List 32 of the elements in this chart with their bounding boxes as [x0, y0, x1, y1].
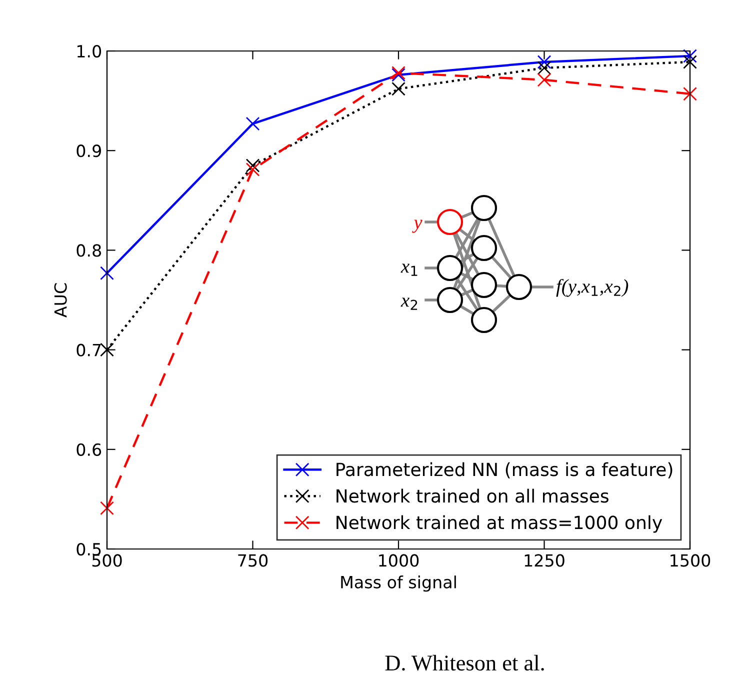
point — [537, 55, 552, 69]
point — [246, 116, 260, 131]
x-tick-label: 1000 — [379, 554, 419, 567]
legend-label: Network trained at mass=1000 only — [336, 515, 662, 533]
annotation: x$_{1}$ — [400, 264, 418, 276]
y-tick-label: 0.8 — [76, 244, 101, 257]
x-tick-label: 500 — [92, 554, 122, 567]
annotation: x$_{2}$ — [400, 298, 418, 310]
y-tick-label: 0.6 — [76, 443, 102, 456]
legend-label: Parameterized NN (mass is a feature) — [336, 462, 672, 478]
y-axis-title: AUC — [54, 283, 67, 318]
y-tick-label: 1.0 — [77, 44, 102, 58]
x-tick-label: 1500 — [670, 554, 710, 567]
point — [392, 82, 406, 96]
y-tick-label: 0.7 — [76, 344, 101, 356]
x-tick-label: 750 — [238, 554, 268, 567]
y-tick-label: 0.9 — [76, 144, 101, 158]
legend-label: Network trained on all masses — [336, 488, 608, 503]
point — [246, 158, 260, 172]
x-axis-title: Mass of signal — [341, 576, 456, 592]
text: D. Whiteson et al. — [385, 654, 544, 671]
point — [100, 501, 114, 516]
annotation: f(y,x$_{1}$,x$_{2}$) — [556, 278, 628, 297]
annotation: y — [412, 220, 422, 233]
x-tick-label: 1250 — [524, 554, 564, 567]
point — [683, 55, 697, 69]
point — [100, 342, 114, 357]
point — [683, 86, 697, 101]
point — [537, 72, 552, 87]
point — [100, 266, 114, 280]
point — [246, 162, 260, 176]
point — [537, 60, 552, 75]
